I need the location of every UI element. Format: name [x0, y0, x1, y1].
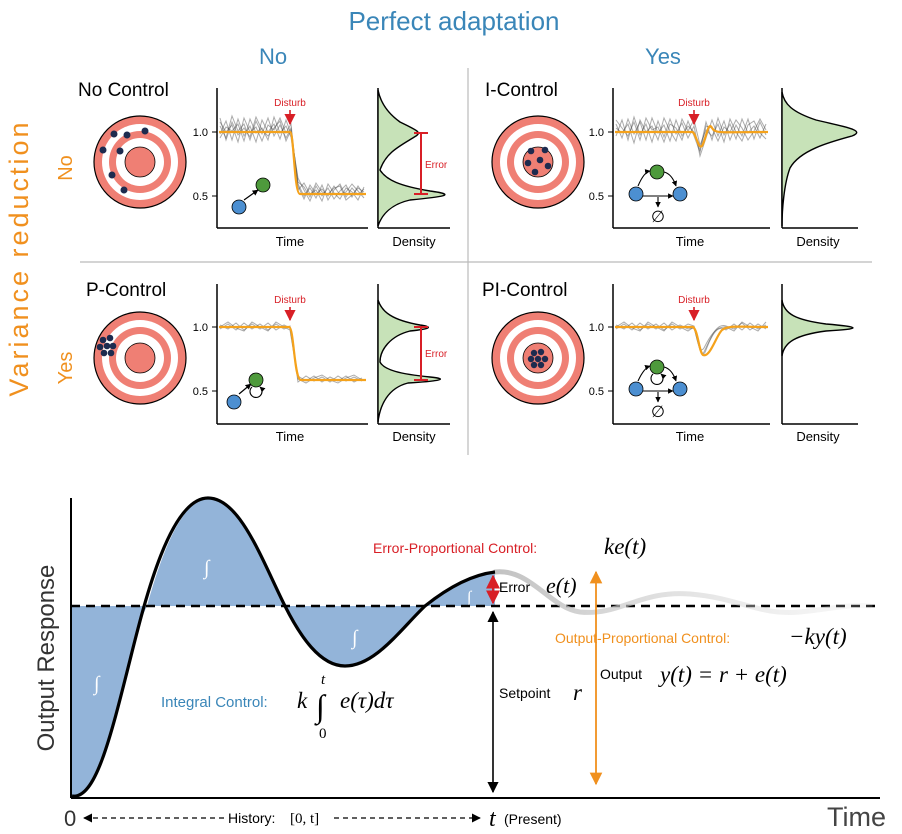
- panel-p-control: P-Control 1.0 0.5 Dist: [86, 280, 450, 444]
- mean-trace: [615, 325, 769, 357]
- y-tick-1: 1.0: [193, 127, 208, 139]
- disturb-label: Disturb: [678, 98, 710, 109]
- integral-sign: ∫: [314, 688, 327, 726]
- error-label: Error: [425, 160, 448, 171]
- column-header-yes: Yes: [645, 44, 681, 69]
- x-axis-label: Time: [676, 234, 704, 249]
- y-axis-label: Output Response: [33, 565, 60, 752]
- sample-dots: [527, 348, 549, 369]
- row-title: Variance reduction: [4, 119, 34, 396]
- target-icon: [93, 115, 187, 209]
- sample-dots: [99, 127, 149, 194]
- integral-marker: ∫: [202, 557, 211, 580]
- target-icon: [93, 311, 187, 405]
- time-plot: 1.0 0.5 Disturb ∅ Time: [589, 88, 770, 249]
- output-prop-label: Output-Proportional Control:: [555, 630, 730, 646]
- density-plot: Error Density: [377, 88, 450, 249]
- y-tick-05: 0.5: [589, 386, 604, 398]
- output-label: Output: [600, 666, 642, 682]
- network-icon: ∅: [628, 359, 688, 421]
- panel-title: P-Control: [86, 280, 166, 301]
- y-tick-1: 1.0: [193, 322, 208, 334]
- degrade-symbol: ∅: [651, 209, 665, 226]
- y-tick-1: 1.0: [589, 322, 604, 334]
- network-icon: ∅: [628, 164, 688, 226]
- error-label: Error: [499, 579, 530, 595]
- time-plot: 1.0 0.5 Disturb ∅ Time: [589, 284, 770, 444]
- integral-body: e(τ)dτ: [340, 688, 394, 713]
- y-tick-05: 0.5: [193, 191, 208, 203]
- integral-area: [285, 606, 425, 666]
- error-formula: e(t): [546, 573, 577, 598]
- integral-marker: ∫: [92, 673, 101, 696]
- integral-lower-limit: 0: [319, 726, 327, 742]
- panel-i-control: I-Control 1.0 0.5 Dist: [485, 80, 858, 249]
- integral-k: k: [297, 688, 308, 713]
- x-axis-label: Time: [276, 234, 304, 249]
- integral-upper-limit: t: [321, 672, 326, 688]
- panel-no-control: No Control 1.0 0.5: [78, 80, 450, 249]
- origin-label: 0: [64, 806, 76, 831]
- history-label: History:: [228, 810, 275, 826]
- setpoint-label: Setpoint: [499, 685, 550, 701]
- output-prop-formula: −ky(t): [789, 624, 847, 649]
- integral-marker: ∫: [466, 589, 473, 607]
- x-axis-label: Time: [276, 429, 304, 444]
- present-t: t: [489, 806, 497, 832]
- panel-title: PI-Control: [482, 280, 568, 301]
- sample-dots: [96, 334, 117, 357]
- y-tick-05: 0.5: [193, 386, 208, 398]
- disturb-label: Disturb: [678, 295, 710, 306]
- target-icon: [491, 115, 585, 209]
- density-label: Density: [392, 429, 436, 444]
- response-diagram: ∫ ∫ ∫ ∫ Output Response Time Error-Propo…: [33, 496, 886, 832]
- integral-area: [147, 498, 285, 606]
- x-axis-label: Time: [827, 802, 886, 832]
- figure-title: Perfect adaptation: [348, 6, 559, 36]
- history-interval: [0, t]: [290, 811, 319, 827]
- panel-title: No Control: [78, 80, 169, 101]
- present-label: (Present): [504, 811, 562, 827]
- time-plot: 1.0 0.5 Disturb Time: [193, 88, 368, 249]
- row-header-no: No: [55, 155, 77, 181]
- density-label: Density: [392, 234, 436, 249]
- mean-trace: [615, 125, 769, 148]
- response-curve: [71, 496, 496, 798]
- density-plot: Density: [781, 284, 858, 444]
- mean-trace: [219, 325, 366, 382]
- y-tick-1: 1.0: [589, 127, 604, 139]
- future-trajectory: [492, 569, 873, 616]
- output-formula: y(t) = r + e(t): [658, 662, 787, 687]
- error-label: Error: [425, 349, 448, 360]
- density-label: Density: [796, 234, 840, 249]
- x-axis-label: Time: [676, 429, 704, 444]
- y-tick-05: 0.5: [589, 191, 604, 203]
- degrade-symbol: ∅: [651, 404, 665, 421]
- time-plot: 1.0 0.5 Disturb Time: [193, 284, 368, 444]
- sample-dots: [524, 146, 552, 176]
- network-icon: [226, 372, 266, 410]
- column-header-no: No: [259, 44, 287, 69]
- network-icon: [231, 177, 271, 215]
- error-prop-formula: ke(t): [604, 534, 646, 559]
- panel-pi-control: PI-Control 1.0 0.5 Dis: [482, 280, 858, 444]
- error-prop-label: Error-Proportional Control:: [373, 540, 537, 556]
- density-label: Density: [796, 429, 840, 444]
- noise-traces: [219, 114, 365, 203]
- integral-area: [72, 606, 147, 797]
- disturb-label: Disturb: [274, 295, 306, 306]
- setpoint-symbol: r: [573, 680, 583, 705]
- row-header-yes: Yes: [55, 352, 77, 385]
- disturb-label: Disturb: [274, 98, 306, 109]
- density-plot: Error Density: [377, 284, 450, 444]
- panel-title: I-Control: [485, 80, 558, 101]
- density-plot: Density: [781, 88, 858, 249]
- integral-area: [425, 572, 495, 606]
- mean-trace: [219, 130, 366, 196]
- noise-traces: [615, 115, 767, 158]
- integral-marker: ∫: [350, 627, 359, 650]
- integral-label: Integral Control:: [161, 694, 268, 711]
- target-icon: [491, 311, 585, 405]
